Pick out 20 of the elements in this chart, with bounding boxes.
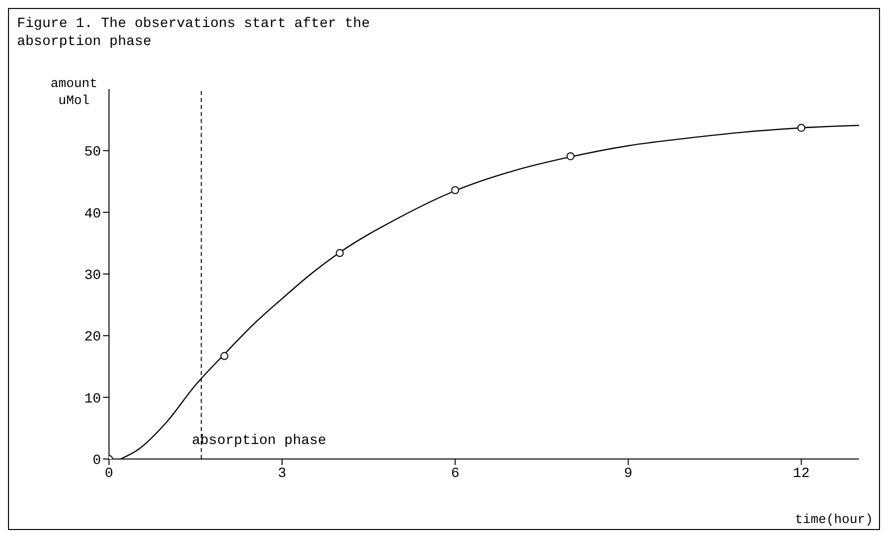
ref-line-label: absorption phase: [192, 433, 326, 449]
y-tick-label: 0: [92, 452, 101, 469]
point: [566, 152, 575, 160]
x-tick-label: 0: [104, 466, 114, 482]
x-tick-label: 9: [624, 466, 632, 482]
point: [451, 186, 460, 194]
chart-title: Figure 1. The observations start after the absorption phase: [17, 15, 371, 51]
point: [336, 249, 344, 258]
x-tick-label: 6: [450, 466, 460, 482]
y-tick-label: 40: [84, 206, 101, 222]
x-axis-title: time(hour): [794, 512, 873, 527]
y-tick-label: 20: [84, 330, 101, 346]
x-tick-label: 3: [278, 466, 286, 482]
point: [797, 124, 806, 132]
y-tick-label: 30: [84, 268, 101, 284]
point: [220, 352, 228, 360]
y-tick-label: 50: [84, 144, 101, 161]
y-tick-label: 10: [84, 391, 101, 408]
x-tick-label: 12: [792, 466, 810, 482]
y-axis-title: amount uMol: [50, 75, 98, 109]
